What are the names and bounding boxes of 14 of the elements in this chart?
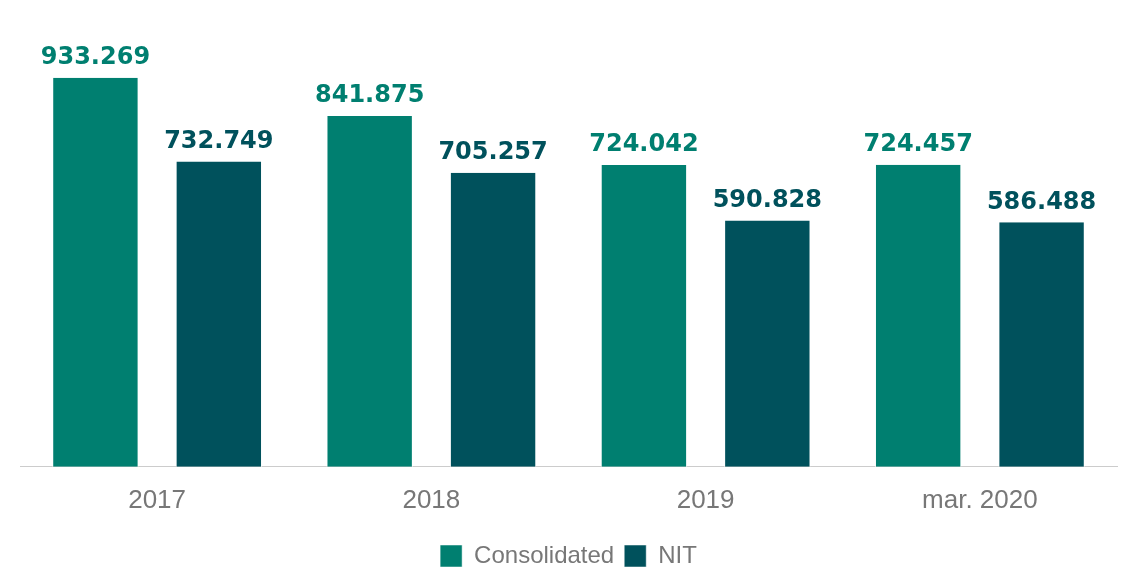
legend-label: NIT [658,540,698,568]
legend-label: Consolidated [474,540,615,568]
x-tick-label: 2019 [676,483,735,514]
x-tick-label: mar. 2020 [922,483,1038,514]
x-tick-label: 2018 [402,483,461,514]
data-label: 705.257 [438,137,548,166]
data-label: 724.457 [863,129,973,158]
data-label: 724.042 [589,129,699,158]
x-tick-label: 2017 [128,483,187,514]
data-label: 841.875 [315,80,425,109]
data-label: 933.269 [40,42,151,71]
data-label: 590.828 [712,184,822,213]
data-label: 732.749 [164,125,274,154]
data-label: 586.488 [986,186,1097,215]
